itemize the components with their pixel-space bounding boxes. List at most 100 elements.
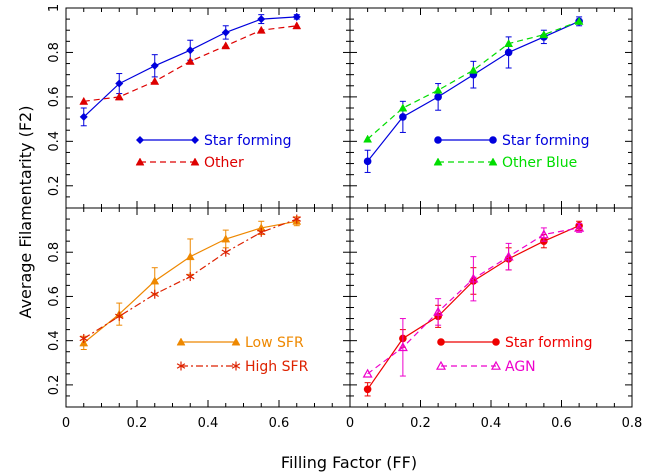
panel-bottom-left: 0 0.2 0.4 0.6 0.2 0.4 0.6 0.8 Low SFR High SFR [47,207,351,431]
data-point [185,252,195,261]
legend-entry-star-forming: Star forming [434,133,589,149]
plot-frame [65,207,351,408]
data-point [397,342,408,352]
data-point [115,79,124,88]
legend-marker [176,361,186,371]
panel-top-left: 0.2 0.4 0.6 0.8 1 Star forming Other [47,4,351,209]
data-point [186,46,195,55]
data-point [504,48,513,57]
series-star-forming-line [367,225,580,390]
x-tick-label: 0.4 [198,416,219,431]
data-point [221,247,230,257]
legend-marker [492,338,500,346]
legend-marker [231,337,241,346]
series-star-forming [363,16,583,173]
series-other-blue [363,16,584,143]
legend-marker [434,136,442,144]
data-point [399,113,407,121]
data-point [363,385,372,394]
legend-marker [488,157,498,166]
data-point [79,112,88,121]
data-point [185,56,195,65]
data-point [292,12,301,21]
x-tick-label: 0 [62,416,70,431]
data-point [257,15,266,24]
legend-marker [135,157,145,166]
series-star-forming [363,220,583,397]
x-axis-title: Filling Factor (FF) [281,453,417,472]
x-tick-label: 0.6 [551,416,572,431]
series-agn-line [367,227,580,375]
series-agn [362,222,585,378]
data-point [433,306,444,316]
y-tick-label: 0.2 [47,175,62,196]
data-point [538,229,549,239]
data-point [468,65,478,74]
legend-entry-star-forming: Star forming [136,133,291,149]
legend-marker [433,157,443,166]
legend-marker [176,337,186,346]
data-point [150,289,159,299]
legend-marker [136,136,144,144]
data-point [79,333,88,343]
y-tick-label: 0.4 [47,131,62,152]
legend-label: Other [204,155,244,171]
data-point [221,28,230,37]
x-tick-label: 0.6 [269,416,290,431]
data-point [504,39,514,48]
x-tick-label: 0.2 [410,416,431,431]
series-other [79,21,302,105]
legend-marker [437,338,445,346]
y-tick-label: 0.4 [47,330,62,351]
series-low-sfr [79,216,302,351]
data-point [150,61,159,70]
legend-entry-star-forming: Star forming [437,335,592,351]
legend-marker [190,157,200,166]
data-point [256,25,266,34]
data-point [114,92,124,101]
data-point [434,93,442,101]
data-point [115,311,124,321]
data-point [398,103,408,112]
data-point [150,276,160,285]
legend-marker [231,361,241,371]
panel-bottom-right: 0 0.2 0.4 0.6 0.8 Star forming AGN [346,207,642,431]
y-tick-label: 1 [47,4,62,12]
data-point [257,227,266,237]
y-axis-title: Average Filamentarity (F2) [16,106,35,319]
series-star-forming-line [83,16,297,118]
data-point [574,222,585,232]
x-tick-label: 0 [346,416,354,431]
data-point [574,16,584,25]
plot-frame [349,207,633,408]
legend-marker [191,136,199,144]
legend-label: Other Blue [502,155,577,171]
legend-marker [435,360,447,370]
y-tick-label: 0.8 [47,42,62,63]
panel-top-right: Star forming Other Blue [349,7,633,209]
data-point [221,234,231,243]
y-tick-label: 0.6 [47,286,62,307]
data-point [150,76,160,85]
data-point [186,272,195,282]
y-tick-label: 0.8 [47,242,62,263]
legend-entry-high-sfr: High SFR [176,359,309,375]
data-point [539,30,549,39]
plot-frame [65,7,351,209]
data-point [292,21,302,30]
data-point [363,134,373,143]
legend-entry-low-sfr: Low SFR [176,335,304,351]
x-tick-label: 0.4 [481,416,502,431]
data-point [221,41,231,50]
data-point [468,273,479,283]
legend-label: Star forming [505,335,592,351]
data-point [79,96,89,105]
data-point [292,214,301,224]
legend-entry-other: Other [135,155,244,171]
legend-label: AGN [505,359,536,375]
series-star-forming [79,12,301,127]
legend-label: High SFR [245,359,309,375]
data-point [363,157,372,166]
legend-entry-agn: AGN [435,359,536,375]
